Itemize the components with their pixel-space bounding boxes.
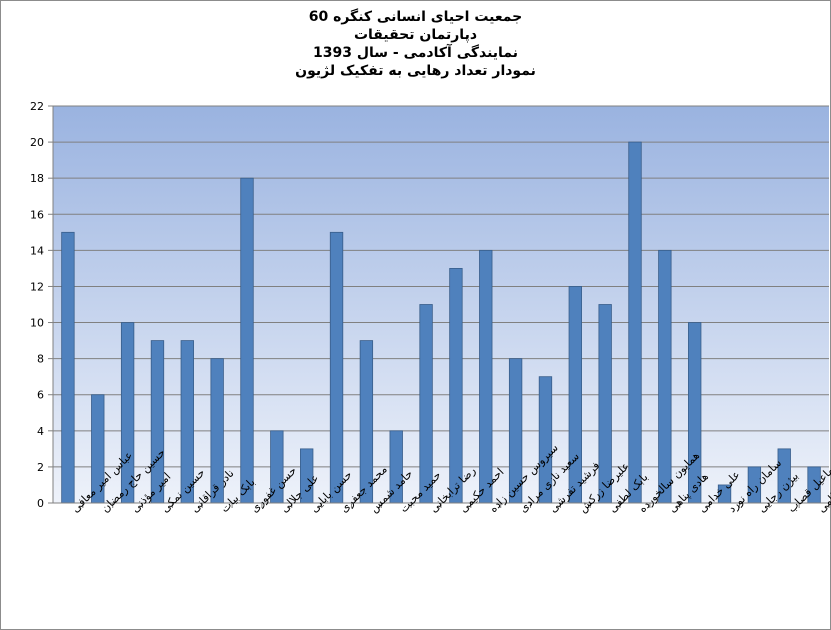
chart-title-line-2: دپارتمان تحقیقات (353, 27, 478, 43)
y-tick-label: 10 (30, 317, 44, 330)
y-tick-labels: 0 2 4 6 8 10 12 14 16 18 20 22 (30, 100, 44, 510)
chart-title-block: جمعیت احیای انسانی کنگره 60 دپارتمان تحق… (0, 8, 831, 80)
plot-area (53, 106, 829, 503)
chart-title-line-4: نمودار تعداد رهایی به تفکیک لژیون (295, 63, 536, 79)
bars (61, 141, 821, 504)
bar (568, 286, 582, 504)
y-tick-label: 6 (37, 389, 44, 402)
bar (61, 231, 75, 504)
bar (628, 141, 642, 504)
y-tick-label: 14 (30, 244, 44, 257)
bar (479, 249, 493, 504)
y-tick-label: 18 (30, 172, 44, 185)
bar (449, 268, 463, 504)
bar (658, 249, 672, 504)
y-tick-label: 12 (30, 280, 44, 293)
y-tick-label: 2 (37, 461, 44, 474)
chart-title-line-1: جمعیت احیای انسانی کنگره 60 (308, 9, 523, 25)
y-tick-label: 4 (37, 425, 44, 438)
y-tick-label: 16 (30, 208, 44, 221)
bar (329, 231, 344, 504)
chart-title-line-3: نمایندگی آکادمی - سال 1393 (313, 45, 518, 61)
y-tick-label: 0 (37, 497, 44, 510)
y-tick-label: 20 (30, 136, 44, 149)
axes (48, 105, 830, 508)
y-tick-label: 8 (37, 353, 44, 366)
bar (240, 177, 254, 504)
y-tick-label: 22 (30, 100, 44, 113)
